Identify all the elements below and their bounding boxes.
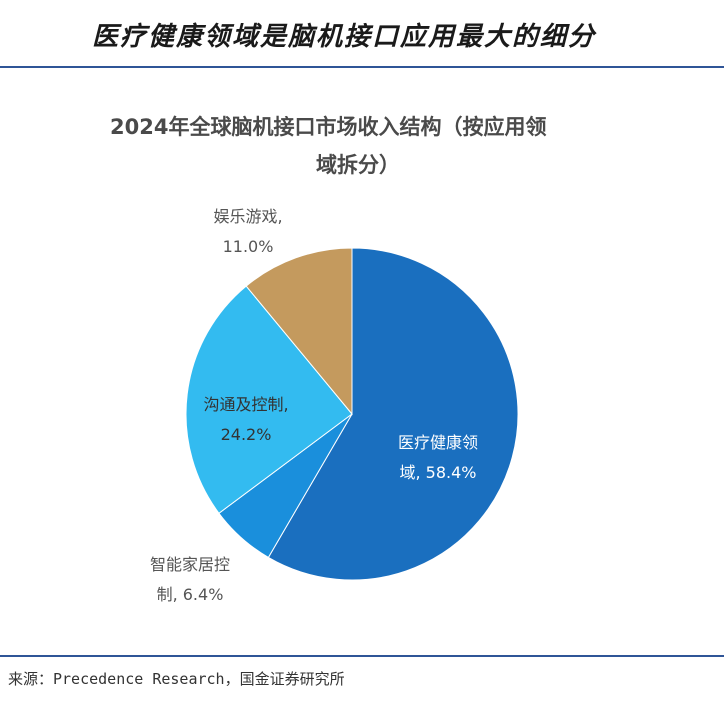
slice-label-value: 制, 6.4%: [157, 585, 224, 604]
slice-label-3: 沟通及控制, 24.2%: [203, 395, 288, 444]
pie-slice-1: [267, 247, 519, 581]
source-note: 来源：Precedence Research，国金证券研究所: [8, 670, 345, 688]
slice-label-name: 沟通及控制,: [203, 395, 288, 414]
pie-slice-3: [185, 285, 353, 514]
report-heading: 医疗健康领域是脑机接口应用最大的细分: [92, 22, 597, 52]
top-divider: [0, 66, 724, 68]
slice-label-2: 智能家居控制, 6.4%: [150, 555, 230, 604]
pie-slice-4: [245, 247, 353, 416]
slice-label-name: 娱乐游戏,: [213, 207, 282, 226]
slice-label-1: 医疗健康领域, 58.4%: [398, 433, 478, 482]
chart-title-line-2: 域拆分）: [316, 153, 400, 177]
slice-label-name: 医疗健康领: [398, 433, 478, 452]
slice-label-4: 娱乐游戏, 11.0%: [213, 207, 282, 256]
bottom-divider: [0, 655, 724, 657]
chart-title-line-1: 2024年全球脑机接口市场收入结构（按应用领: [110, 115, 547, 139]
slice-label-value: 域, 58.4%: [399, 463, 476, 482]
slice-label-name: 智能家居控: [150, 555, 230, 574]
slice-label-value: 11.0%: [223, 237, 274, 256]
chart-title: 2024年全球脑机接口市场收入结构（按应用领 域拆分）: [110, 108, 620, 184]
slice-label-value: 24.2%: [221, 425, 272, 444]
